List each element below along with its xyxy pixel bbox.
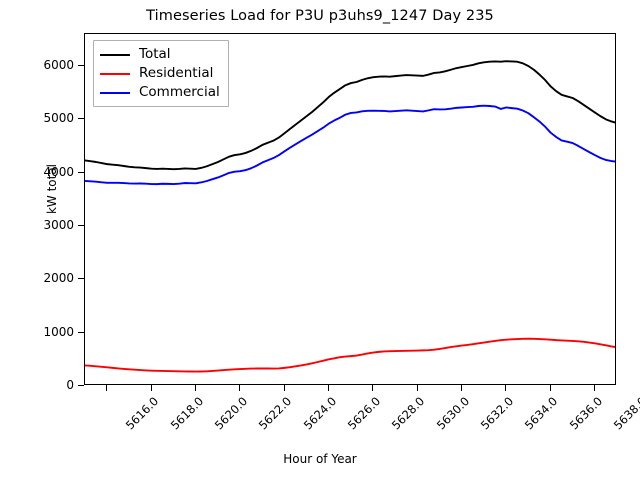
- legend-item-total[interactable]: Total: [100, 45, 220, 64]
- y-tick-mark: [78, 225, 84, 226]
- x-tick-mark: [194, 385, 196, 391]
- series-canvas: [85, 60, 615, 373]
- y-tick-label: 3000: [43, 218, 74, 232]
- legend-label: Residential: [139, 64, 214, 81]
- x-tick-label: 5624.0: [300, 394, 339, 433]
- plot-area: [84, 33, 616, 385]
- y-tick-mark: [78, 331, 84, 333]
- legend-item-commercial[interactable]: Commercial: [100, 83, 220, 102]
- x-tick-mark: [549, 385, 551, 391]
- x-tick-mark: [460, 385, 462, 391]
- x-tick-mark: [505, 385, 507, 391]
- y-tick-label: 0: [66, 378, 74, 392]
- y-tick-mark: [78, 385, 84, 386]
- x-tick-mark: [239, 385, 241, 391]
- x-tick-mark: [416, 385, 418, 391]
- y-tick-label: 6000: [43, 58, 74, 72]
- legend-swatch-residential: [100, 72, 130, 75]
- x-tick-label: 5632.0: [477, 394, 516, 433]
- legend-label: Commercial: [139, 83, 220, 100]
- legend-label: Total: [139, 45, 171, 62]
- x-tick-label: 5616.0: [122, 394, 162, 433]
- x-tick-mark: [283, 385, 285, 391]
- y-tick-mark: [78, 118, 84, 120]
- x-tick-label: 5636.0: [566, 394, 605, 433]
- x-tick-label: 5622.0: [255, 394, 295, 433]
- y-tick-mark: [78, 171, 84, 173]
- x-tick-mark: [327, 385, 329, 391]
- y-tick-label: 5000: [43, 111, 74, 126]
- chart-title: Timeseries Load for P3U p3uhs9_1247 Day …: [146, 8, 494, 24]
- x-tick-mark: [150, 385, 152, 391]
- legend-swatch-total: [100, 53, 130, 56]
- y-tick-label: 2000: [43, 271, 74, 286]
- x-tick-mark: [593, 385, 595, 391]
- series-line-residential: [85, 337, 615, 373]
- series-line-total: [85, 60, 615, 171]
- x-tick-label: 5626.0: [344, 394, 383, 433]
- legend-item-residential[interactable]: Residential: [100, 64, 220, 83]
- y-tick-label: 4000: [43, 164, 74, 179]
- x-axis-label: Hour of Year: [283, 452, 357, 466]
- y-tick-mark: [78, 65, 84, 66]
- x-tick-label: 5638.0: [610, 394, 640, 433]
- y-tick-mark: [78, 278, 84, 280]
- x-tick-label: 5618.0: [167, 394, 206, 433]
- y-tick-label: 1000: [43, 324, 74, 339]
- series-line-commercial: [85, 104, 615, 186]
- x-tick-label: 5634.0: [521, 394, 561, 433]
- x-tick-label: 5630.0: [433, 394, 472, 433]
- x-tick-mark: [106, 385, 108, 391]
- x-tick-label: 5620.0: [211, 394, 250, 433]
- legend-swatch-commercial: [100, 91, 130, 94]
- chart-legend: Total Residential Commercial: [93, 40, 229, 107]
- x-tick-mark: [372, 385, 374, 391]
- x-tick-label: 5628.0: [388, 394, 428, 433]
